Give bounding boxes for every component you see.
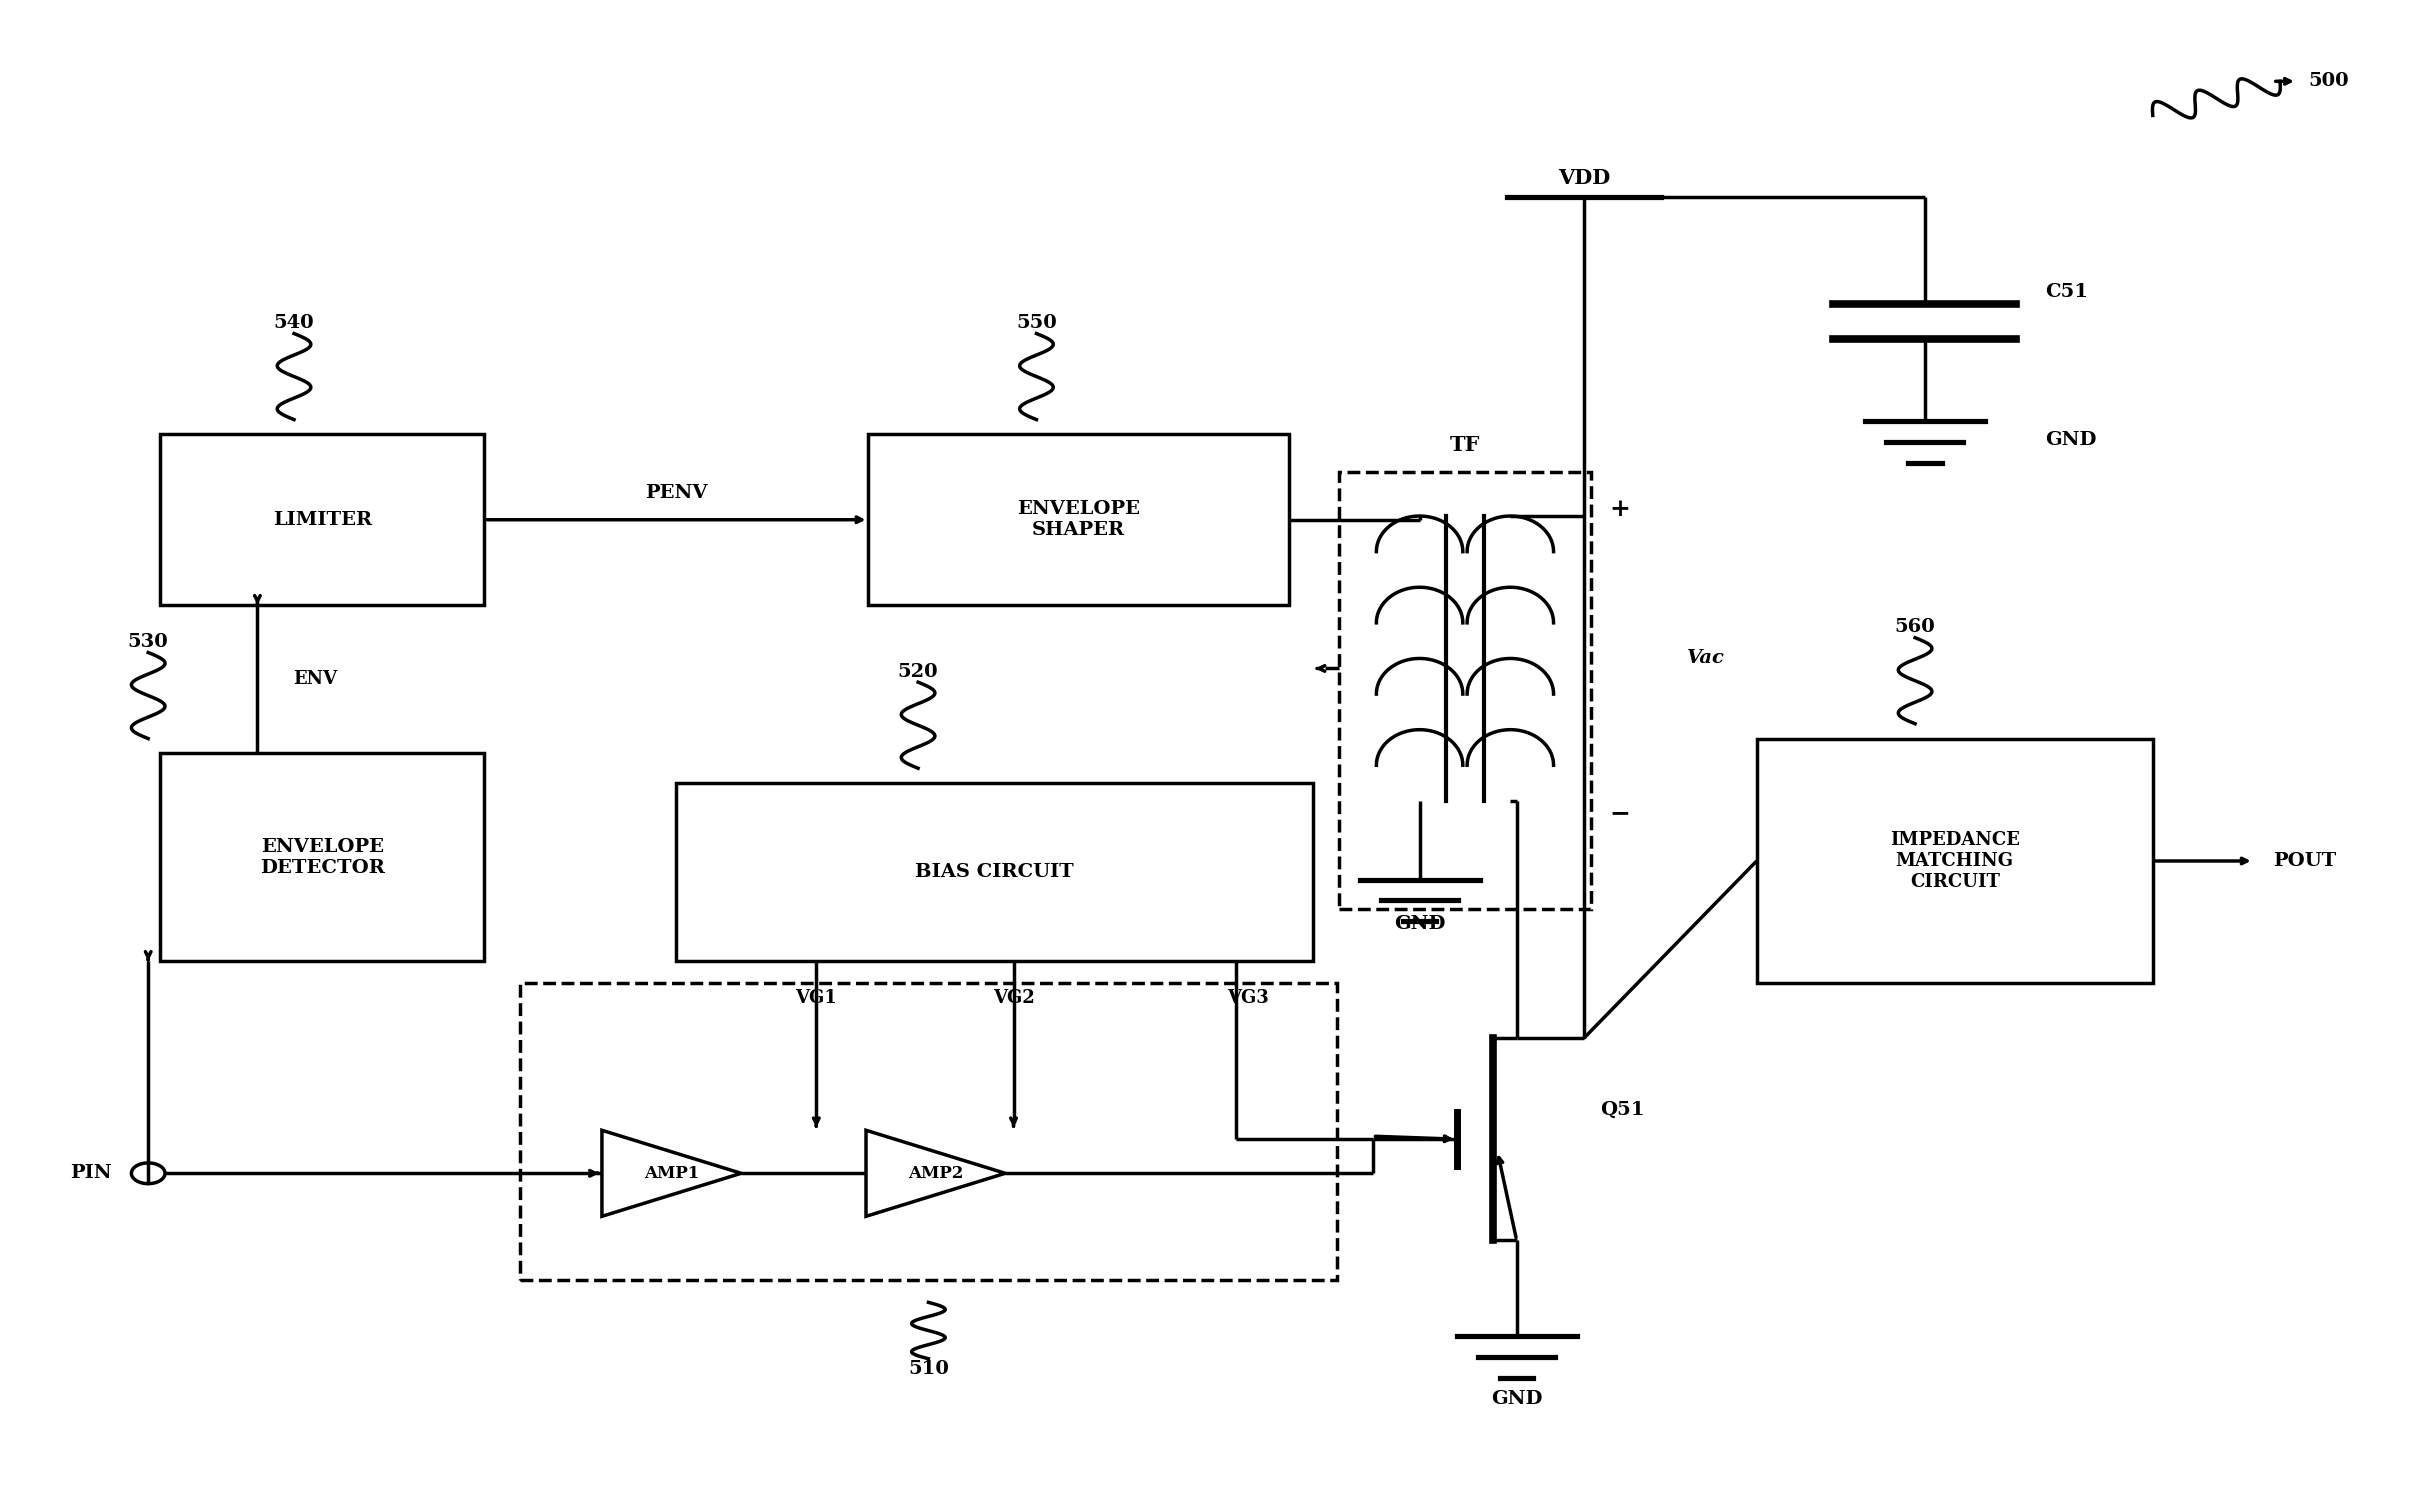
Text: BIAS CIRCUIT: BIAS CIRCUIT bbox=[915, 862, 1074, 882]
FancyBboxPatch shape bbox=[520, 983, 1337, 1280]
Text: −: − bbox=[1609, 801, 1631, 825]
Text: VG2: VG2 bbox=[993, 989, 1033, 1007]
FancyBboxPatch shape bbox=[867, 434, 1289, 606]
Text: AMP1: AMP1 bbox=[643, 1165, 699, 1182]
FancyBboxPatch shape bbox=[161, 753, 484, 961]
Text: IMPEDANCE
MATCHING
CIRCUIT: IMPEDANCE MATCHING CIRCUIT bbox=[1889, 831, 2019, 891]
Text: 510: 510 bbox=[908, 1361, 949, 1379]
FancyBboxPatch shape bbox=[161, 434, 484, 606]
Text: GND: GND bbox=[1491, 1391, 1542, 1408]
FancyBboxPatch shape bbox=[1339, 471, 1590, 909]
Text: POUT: POUT bbox=[2272, 852, 2337, 870]
Text: 540: 540 bbox=[275, 315, 313, 333]
Text: 500: 500 bbox=[2308, 72, 2349, 91]
Text: PENV: PENV bbox=[646, 483, 708, 501]
Text: +: + bbox=[1609, 497, 1631, 521]
Text: C51: C51 bbox=[2045, 283, 2089, 301]
FancyBboxPatch shape bbox=[677, 783, 1313, 961]
Text: VG3: VG3 bbox=[1226, 989, 1270, 1007]
Text: PIN: PIN bbox=[70, 1164, 113, 1182]
Text: VG1: VG1 bbox=[795, 989, 838, 1007]
Text: Q51: Q51 bbox=[1600, 1101, 1645, 1119]
Text: ENVELOPE
DETECTOR: ENVELOPE DETECTOR bbox=[260, 839, 385, 877]
Text: 550: 550 bbox=[1017, 315, 1058, 333]
Text: AMP2: AMP2 bbox=[908, 1165, 964, 1182]
Text: ENVELOPE
SHAPER: ENVELOPE SHAPER bbox=[1017, 500, 1139, 539]
Text: Vac: Vac bbox=[1686, 649, 1725, 667]
Text: 560: 560 bbox=[1896, 618, 1934, 636]
Text: LIMITER: LIMITER bbox=[272, 510, 371, 528]
Text: 520: 520 bbox=[899, 662, 940, 680]
Text: 530: 530 bbox=[128, 633, 169, 651]
Text: GND: GND bbox=[2045, 431, 2096, 449]
Text: TF: TF bbox=[1450, 434, 1479, 455]
Text: VDD: VDD bbox=[1559, 167, 1609, 188]
Text: GND: GND bbox=[1395, 915, 1445, 932]
FancyBboxPatch shape bbox=[1756, 739, 2154, 983]
Text: ENV: ENV bbox=[294, 670, 337, 688]
